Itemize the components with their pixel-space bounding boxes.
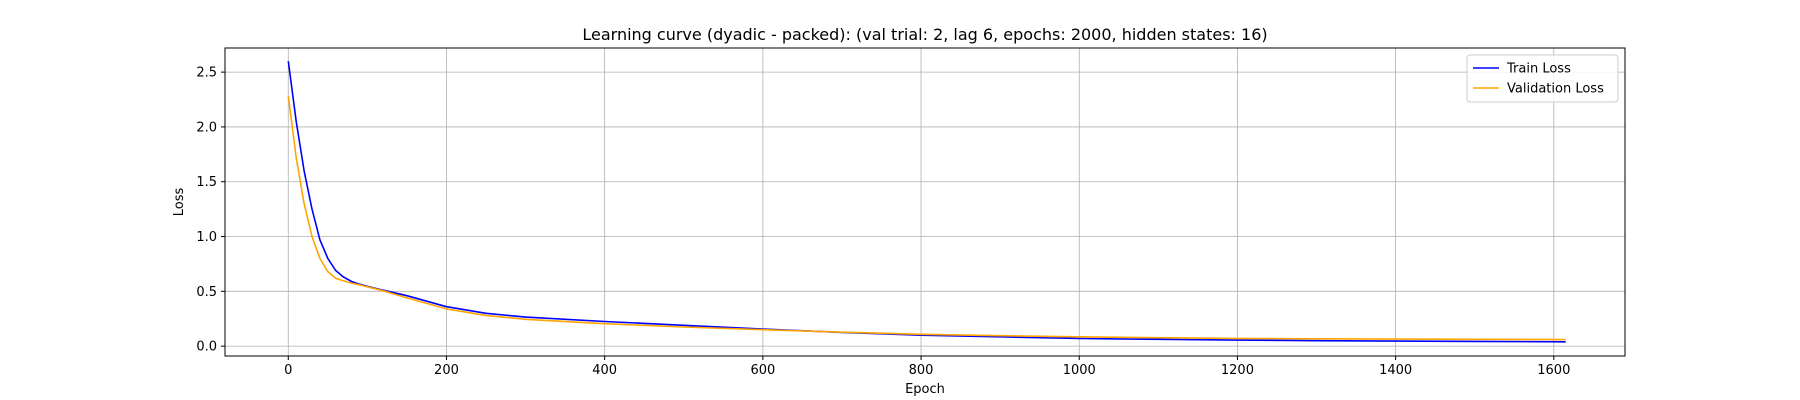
series-line-validation-loss	[287, 96, 1566, 341]
y-tick-label: 1.5	[196, 175, 217, 190]
x-tick-label: 1400	[1379, 363, 1412, 378]
x-tick-label: 0	[284, 363, 292, 378]
legend: Train Loss Validation Loss	[1466, 54, 1619, 103]
y-tick-label: 0.0	[196, 340, 217, 355]
series-layer	[287, 61, 1566, 343]
x-tick-label: 200	[434, 363, 459, 378]
x-axis-label: Epoch	[905, 382, 945, 397]
y-tick-label: 2.0	[196, 120, 217, 135]
ticks: 0 200 400 600 800 1000 1200 1400 1600 0.0 0.5 1.0 1.…	[196, 66, 1570, 378]
x-tick-label: 1600	[1537, 363, 1570, 378]
x-tick-label: 800	[909, 363, 934, 378]
legend-label-train-loss: Train Loss	[1506, 62, 1571, 77]
legend-box	[1466, 54, 1619, 103]
x-tick-label: 1200	[1221, 363, 1254, 378]
x-tick-label: 400	[592, 363, 617, 378]
x-tick-label: 600	[750, 363, 775, 378]
chart-title: Learning curve (dyadic - packed): (val t…	[582, 25, 1267, 44]
plot-area	[224, 47, 1626, 357]
y-tick-label: 2.5	[196, 66, 217, 81]
y-tick-label: 0.5	[196, 285, 217, 300]
y-tick-label: 1.0	[196, 230, 217, 245]
legend-label-validation-loss: Validation Loss	[1507, 82, 1604, 97]
series-line-train-loss	[287, 61, 1566, 343]
x-tick-label: 1000	[1063, 363, 1096, 378]
y-axis-label: Loss	[172, 188, 187, 217]
